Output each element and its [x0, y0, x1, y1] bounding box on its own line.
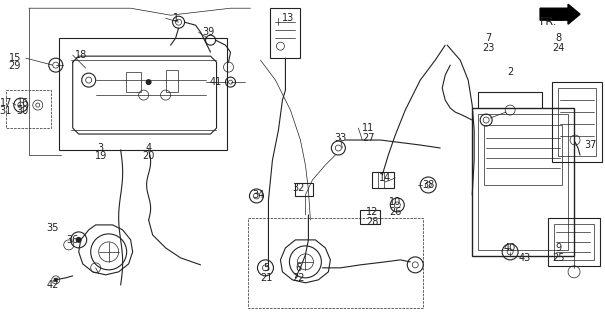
Text: 20: 20	[142, 151, 155, 161]
Bar	[554, 224, 594, 260]
Bar	[472, 108, 574, 256]
Text: 10: 10	[389, 197, 401, 207]
Text: 15: 15	[8, 53, 21, 63]
Bar	[6, 90, 51, 128]
Text: 12: 12	[366, 207, 379, 217]
Text: 31: 31	[0, 106, 12, 116]
Text: 5: 5	[263, 263, 270, 273]
Bar	[372, 172, 394, 188]
Text: 27: 27	[362, 133, 374, 143]
Text: 6: 6	[295, 263, 301, 273]
Text: 35: 35	[47, 223, 59, 233]
Text: 1: 1	[172, 13, 178, 23]
Text: 28: 28	[366, 217, 379, 227]
Polygon shape	[79, 225, 132, 275]
Text: 34: 34	[252, 190, 264, 200]
Text: 41: 41	[209, 77, 221, 87]
Text: 21: 21	[260, 273, 273, 283]
Bar	[548, 218, 600, 266]
Text: 14: 14	[379, 173, 391, 183]
Text: 40: 40	[504, 243, 516, 253]
Bar	[478, 114, 568, 250]
Text: 18: 18	[74, 50, 87, 60]
Text: 9: 9	[555, 243, 561, 253]
Bar	[484, 125, 562, 185]
Text: 16: 16	[17, 98, 29, 108]
Text: 2: 2	[507, 67, 513, 77]
Bar	[270, 8, 301, 58]
Bar	[126, 72, 140, 92]
Text: 24: 24	[552, 43, 564, 53]
Text: 43: 43	[519, 253, 531, 263]
Text: 23: 23	[482, 43, 494, 53]
Bar	[59, 38, 226, 150]
Text: 25: 25	[552, 253, 564, 263]
Bar	[552, 82, 602, 162]
Text: 8: 8	[555, 33, 561, 43]
Circle shape	[76, 237, 82, 243]
Circle shape	[54, 278, 57, 282]
Text: 38: 38	[422, 180, 434, 190]
Text: FR.: FR.	[540, 17, 557, 27]
Text: 13: 13	[283, 13, 295, 23]
Bar	[361, 210, 381, 224]
Text: 17: 17	[0, 98, 12, 108]
Polygon shape	[281, 240, 330, 283]
Bar	[166, 70, 178, 92]
Text: 29: 29	[8, 61, 21, 71]
Text: 30: 30	[17, 106, 29, 116]
Text: 7: 7	[485, 33, 491, 43]
Text: 3: 3	[97, 143, 103, 153]
Text: 19: 19	[94, 151, 107, 161]
Polygon shape	[540, 4, 580, 24]
Circle shape	[146, 79, 152, 85]
Bar	[295, 183, 313, 196]
Text: 32: 32	[292, 183, 304, 193]
Text: 33: 33	[334, 133, 347, 143]
Text: 36: 36	[67, 235, 79, 245]
Text: 42: 42	[47, 280, 59, 290]
Text: 37: 37	[584, 140, 596, 150]
Text: 11: 11	[362, 123, 374, 133]
Text: 22: 22	[292, 273, 305, 283]
Bar	[558, 88, 596, 156]
Text: 39: 39	[203, 27, 215, 37]
Bar	[249, 218, 424, 308]
Text: 26: 26	[389, 207, 402, 217]
Text: 4: 4	[146, 143, 152, 153]
